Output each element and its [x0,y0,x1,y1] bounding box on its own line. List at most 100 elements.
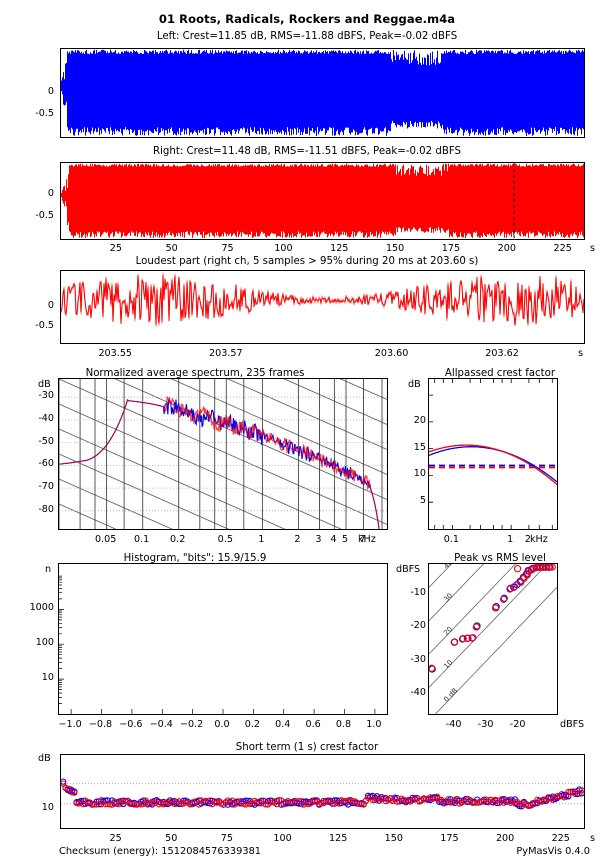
right-waveform-xtick-3: 100 [274,243,293,254]
loudest-part-svg [61,272,584,327]
right-waveform-ytick-0: 0 [47,188,54,199]
loudest-part-xtick-1: 203.57 [208,348,243,359]
peak-vs-rms-title: Peak vs RMS level [454,553,546,564]
allpassed-crest-plot[interactable] [428,378,558,530]
allpassed-crest-ytick-2: 10 [413,468,426,480]
spectrum-xtick-2: 0.2 [170,534,186,545]
spectrum-ytick-0: -30 [38,390,54,402]
peak-vs-rms-xtick-1: -30 [477,719,494,730]
peak-vs-rms-ytick-0: -10 [410,587,426,598]
histogram-ytick-0: 1000 [29,602,54,614]
spectrum-plot[interactable] [58,378,388,530]
right-waveform-xunit: s [590,243,595,254]
left-waveform-ytick-1: -0.5 [35,108,54,119]
loudest-part-xtick-2: 203.60 [374,348,409,359]
peak-vs-rms-xtick-2: -20 [509,719,526,730]
peak-vs-rms-diagonal-label: 40 [442,564,454,570]
short-term-crest-xunit: s [590,833,595,844]
allpassed-crest-xtick-2: 2 [524,534,531,545]
spectrum-xtick-4: 1 [258,534,265,545]
loudest-part-title: Loudest part (right ch, 5 samples > 95% … [135,256,479,267]
peak-vs-rms-diagonal-label: 0 dB [442,687,459,704]
peak-vs-rms-ytick-1: -20 [410,620,426,632]
loudest-part-plot[interactable] [60,270,585,344]
short-term-crest-xtick-0: 25 [109,833,122,844]
short-term-crest-xtick-4: 125 [329,833,348,844]
spectrum-svg [59,379,387,529]
loudest-part-ytick-1: -0.5 [35,320,54,331]
short-term-crest-ytick-0: 10 [41,802,54,813]
histogram-title: Histogram, "bits": 15.9/15.9 [123,553,267,564]
right-waveform-xtick-4: 125 [330,243,349,254]
histogram-svg [59,564,376,714]
histogram-xtick-4: −0.2 [179,719,204,730]
peak-vs-rms-diagonal-label: 10 [442,658,454,670]
spectrum-ytick-5: -80 [38,503,54,515]
spectrum-ytick-3: -60 [38,458,54,470]
histogram-xtick-8: 0.6 [305,719,321,730]
right-waveform-xtick-5: 150 [385,243,405,254]
right-waveform-xtick-7: 200 [497,243,516,254]
loudest-part-xunit: s [578,348,583,359]
left-waveform-svg [61,49,584,136]
spectrum-xunit: kHz [358,534,376,545]
allpassed-crest-xunit: kHz [530,534,548,545]
histogram-ytick-2: 10 [41,672,54,684]
histogram-xtick-6: 0.2 [244,719,260,730]
histogram-xtick-3: −0.4 [149,719,173,730]
spectrum-ytick-4: -70 [38,481,54,493]
histogram-plot[interactable] [58,563,388,715]
short-term-crest-xtick-6: 175 [440,833,459,844]
short-term-crest-xtick-1: 50 [165,833,178,844]
peak-vs-rms-diagonal-label: 30 [442,592,454,604]
left-waveform-ytick-0: 0 [47,86,54,97]
allpassed-crest-svg [429,379,557,529]
loudest-part-xtick-3: 203.62 [485,348,519,359]
allpassed-crest-ytick-0: 20 [413,414,426,426]
histogram-xtick-5: 0.0 [214,719,230,730]
peak-vs-rms-ylabel: dBFS [396,564,421,575]
short-term-crest-xtick-5: 150 [384,833,403,844]
allpassed-crest-ytick-1: 15 [413,441,426,453]
spectrum-ytick-2: -50 [38,435,54,447]
spectrum-xtick-9: 7 [359,534,366,545]
right-waveform-svg [61,163,584,239]
histogram-xtick-7: 0.4 [275,719,291,730]
short-term-crest-plot[interactable] [60,754,585,829]
right-waveform-xtick-1: 50 [165,243,178,254]
allpassed-crest-ytick-3: 5 [419,495,426,507]
spectrum-ytick-1: -40 [38,412,54,424]
short-term-crest-svg [61,778,584,810]
spectrum-xtick-5: 2 [294,534,301,545]
left-waveform-plot[interactable] [60,48,585,138]
short-term-crest-xtick-8: 225 [551,833,570,844]
right-waveform-title: Right: Crest=11.48 dB, RMS=-11.51 dBFS, … [153,146,461,157]
right-waveform-plot[interactable] [60,162,585,240]
allpassed-crest-xtick-1: 1 [507,534,514,545]
short-term-crest-xtick-3: 100 [273,833,292,844]
short-term-crest-title: Short term (1 s) crest factor [235,742,379,753]
right-waveform-xtick-2: 75 [221,243,234,254]
short-term-crest-xtick-7: 200 [495,833,515,844]
spectrum-xtick-0: 0.05 [94,534,117,545]
peak-vs-rms-xtick-0: -40 [445,719,462,730]
peak-vs-rms-svg: 0 dB 10 20 30 40 [429,564,557,714]
peak-vs-rms-plot[interactable]: 0 dB 10 20 30 40 [428,563,558,715]
page-title: 01 Roots, Radicals, Rockers and Reggae.m… [158,12,456,26]
right-waveform-xtick-8: 225 [553,243,572,254]
allpassed-crest-title: Allpassed crest factor [444,368,556,379]
histogram-xtick-9: 0.8 [335,719,352,730]
spectrum-title: Normalized average spectrum, 235 frames [85,368,305,379]
histogram-xtick-1: −0.8 [88,719,113,730]
loudest-part-ytick-0: 0 [47,300,54,311]
allpassed-crest-xtick-0: 0.1 [443,534,460,545]
histogram-xtick-0: −1.0 [58,719,82,730]
histogram-ylabel: n [45,564,52,575]
spectrum-xtick-8: 5 [341,534,349,545]
peak-vs-rms-ytick-3: -40 [410,687,426,698]
peak-vs-rms-ytick-2: -30 [410,653,426,665]
peak-vs-rms-diagonal-label: 20 [442,625,454,637]
app-version-label: PyMasVis 0.4.0 [516,846,590,857]
spectrum-xtick-1: 0.1 [134,534,150,545]
right-waveform-xtick-6: 175 [441,243,461,254]
